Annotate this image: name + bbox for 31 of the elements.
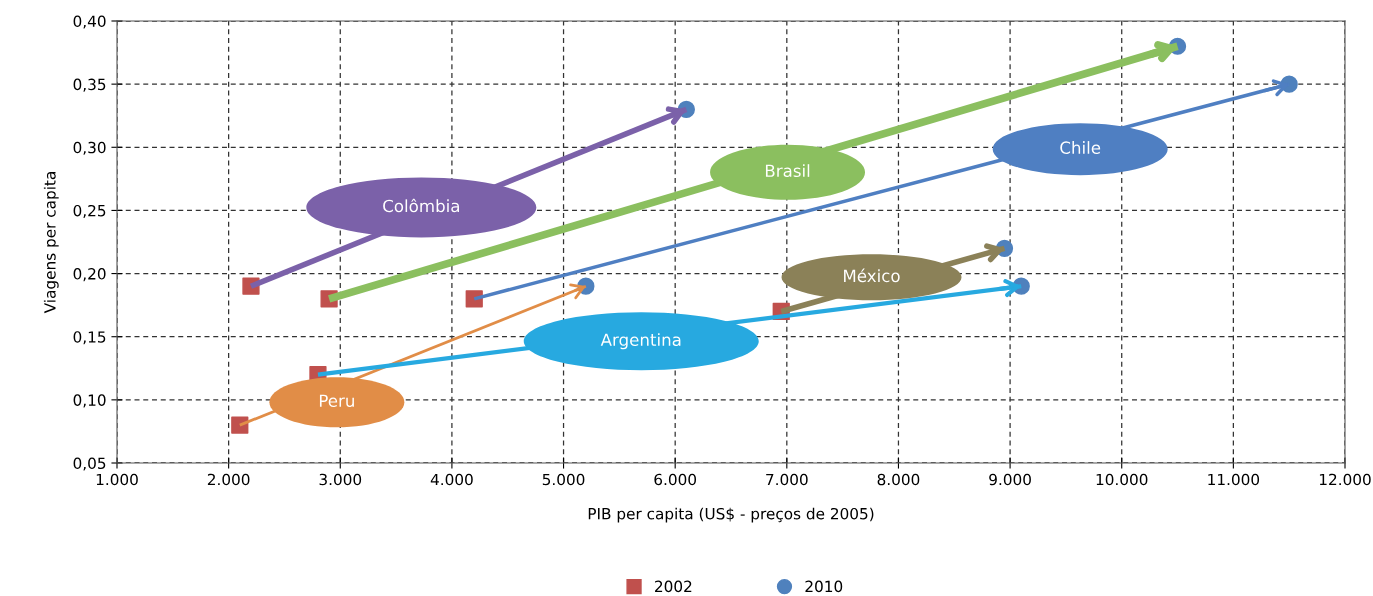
y-tick-label: 0,30	[73, 141, 106, 155]
legend-label: 2002	[655, 580, 692, 593]
x-tick-label: 11.000	[1208, 473, 1260, 486]
x-tick-label: 8.000	[877, 473, 920, 486]
x-tick-label: 1.000	[96, 473, 138, 486]
legend-label: 2010	[805, 580, 843, 593]
series-label: Argentina	[600, 333, 681, 350]
x-tick-label: 5.000	[542, 473, 585, 486]
x-tick-label: 2.000	[207, 473, 250, 486]
series-label: Colômbia	[383, 198, 459, 213]
y-tick-label: 0,25	[73, 204, 106, 219]
x-axis-title: PIB per capita (US$ - preços de 2005)	[588, 507, 874, 523]
y-tick-label: 0,35	[73, 78, 106, 92]
y-tick-label: 0,10	[73, 394, 106, 408]
x-tick-label: 10.000	[1096, 473, 1148, 486]
x-tick-label: 6.000	[654, 473, 697, 486]
y-axis-title: Viagens per capita	[43, 172, 59, 314]
x-tick-label: 9.000	[989, 473, 1031, 486]
y-tick-label: 0,40	[73, 15, 106, 29]
point	[231, 416, 249, 434]
series-label: México	[844, 268, 900, 283]
series-label: Peru	[319, 394, 354, 408]
series-label: Brasil	[765, 164, 810, 178]
series-label: Chile	[1060, 141, 1101, 154]
y-tick-label: 0,05	[73, 457, 106, 471]
x-tick-label: 7.000	[766, 473, 808, 486]
y-tick-label: 0,15	[73, 331, 106, 345]
x-tick-label: 12.000	[1319, 473, 1371, 486]
x-tick-label: 3.000	[319, 473, 362, 486]
x-tick-label: 4.000	[430, 473, 473, 486]
y-tick-label: 0,20	[73, 268, 106, 282]
